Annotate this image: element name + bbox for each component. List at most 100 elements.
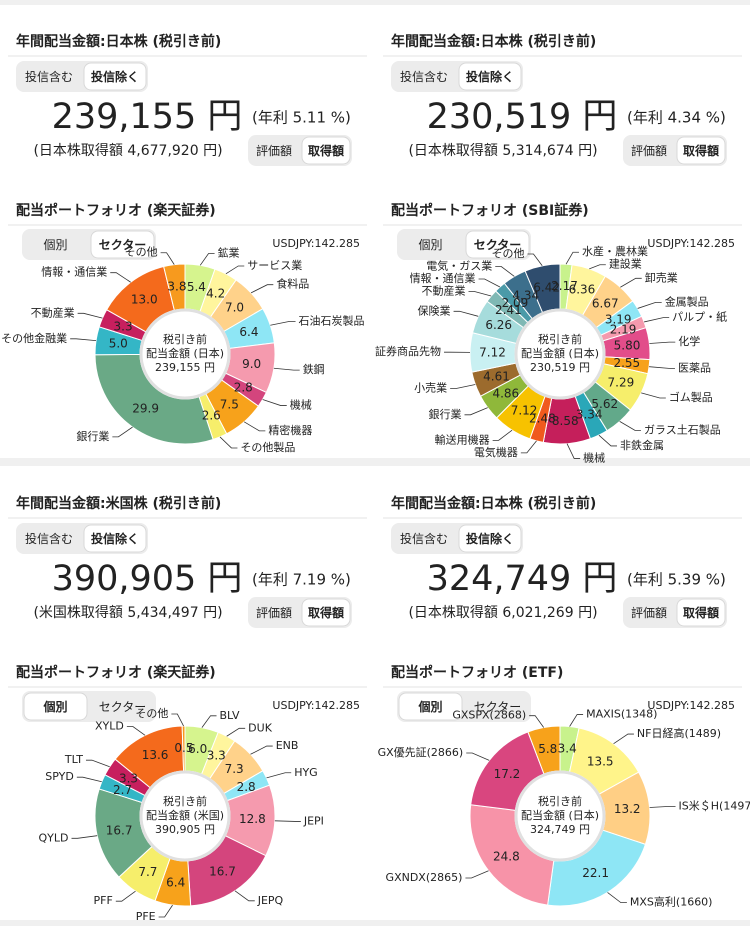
toggle-option[interactable]: 個別 [418, 238, 442, 252]
toggle-option[interactable]: セクター [474, 238, 522, 252]
toggle-active[interactable] [301, 136, 351, 165]
leader-line [527, 253, 543, 267]
section-title: 年間配当金額:日本株 (税引き前) [16, 33, 221, 50]
center-line: 配当金額 (日本) [146, 346, 224, 360]
slice-value: 7.7 [138, 865, 157, 879]
toggle-active[interactable] [23, 692, 88, 721]
toggle-option[interactable]: 個別 [417, 699, 442, 714]
yield-rate: (年利 7.19 %) [252, 571, 351, 589]
center-amount: 239,155 円 [155, 361, 215, 374]
donut-hole [514, 308, 606, 400]
top-strip [0, 0, 750, 5]
portfolio-title: 配当ポートフォリオ (楽天証券) [16, 202, 216, 219]
slice-value: 3.19 [605, 312, 632, 326]
slice-value: 2.55 [613, 356, 640, 370]
donut-hole [139, 770, 231, 862]
toggle-option[interactable]: 評価額 [631, 605, 667, 620]
slice-value: 7.29 [608, 376, 635, 390]
toggle-active[interactable] [458, 62, 522, 91]
toggle-option[interactable]: 投信含む [25, 531, 73, 546]
leader-line [250, 745, 273, 755]
slice-label: TLT [64, 753, 83, 766]
toggle-option[interactable]: 評価額 [256, 143, 292, 158]
slice-value: 3.4 [558, 741, 577, 755]
toggle-option[interactable]: 個別 [43, 238, 67, 252]
acquisition-cost: (日本株取得額 5,314,674 円) [408, 142, 597, 159]
slice-value: 3.3 [119, 772, 138, 786]
leader-line [569, 714, 584, 727]
leader-line [649, 341, 676, 344]
slice-label: XYLD [95, 720, 124, 733]
toggle-option[interactable]: 評価額 [256, 605, 292, 620]
slice-value: 6.67 [592, 296, 619, 310]
leader-line [565, 251, 579, 265]
toggle-option[interactable]: 取得額 [308, 605, 344, 620]
toggle-option[interactable]: セクター [99, 700, 147, 714]
toggle-option[interactable]: 投信含む [25, 69, 73, 84]
toggle-option[interactable]: セクター [474, 700, 522, 714]
leader-line [649, 806, 676, 808]
toggle-active[interactable] [676, 136, 726, 165]
exchange-rate: USDJPY:142.285 [272, 237, 360, 250]
portfolio-title: 配当ポートフォリオ (ETF) [391, 664, 563, 681]
toggle-active[interactable] [301, 598, 351, 627]
toggle-option[interactable]: 投信除く [91, 69, 139, 84]
exchange-rate: USDJPY:142.285 [647, 237, 735, 250]
yield-rate: (年利 5.11 %) [252, 109, 351, 127]
slice-label: 銀行業 [76, 429, 109, 443]
slice-value: 4.86 [492, 387, 519, 401]
leader-line [495, 266, 515, 277]
slice-label: 食料品 [276, 277, 309, 291]
leader-line [250, 284, 274, 294]
slice-label: QYLD [39, 831, 69, 844]
leader-line [520, 440, 537, 454]
toggle-option[interactable]: 取得額 [308, 143, 344, 158]
toggle-option[interactable]: 評価額 [631, 143, 667, 158]
acquisition-cost: (米国株取得額 5,434,497 円) [33, 604, 222, 621]
toggle-option[interactable]: 投信含む [400, 531, 448, 546]
slice-label: HYG [294, 766, 318, 779]
slice-value: 2.8 [237, 780, 256, 794]
dividend-amount: 239,155 円 [52, 97, 243, 137]
toggle-option[interactable]: 取得額 [683, 605, 719, 620]
toggle-option[interactable]: 投信除く [466, 69, 514, 84]
toggle-option[interactable]: 投信含む [400, 69, 448, 84]
toggle-option[interactable]: 投信除く [466, 531, 514, 546]
center-line: 配当金額 (米国) [146, 808, 224, 822]
toggle-active[interactable] [90, 230, 155, 259]
toggle-active[interactable] [465, 230, 530, 259]
leader-line [492, 429, 513, 441]
leader-line [76, 776, 102, 783]
toggle-option[interactable]: 個別 [42, 699, 67, 714]
toggle-active[interactable] [398, 692, 463, 721]
slice-label: その他 [135, 707, 168, 720]
slice-value: 4.2 [206, 286, 225, 300]
toggle-option[interactable]: セクター [99, 238, 147, 252]
dividend-amount: 390,905 円 [52, 559, 243, 599]
leader-line [243, 421, 266, 432]
leader-line [598, 434, 617, 447]
center-amount: 230,519 円 [530, 361, 590, 374]
slice-value: 5.0 [109, 336, 128, 350]
slice-label: サービス業 [247, 259, 302, 272]
leader-line [85, 759, 110, 768]
slice-value: 12.8 [239, 812, 266, 826]
toggle-option[interactable]: 取得額 [683, 143, 719, 158]
slice-value: 0.5 [174, 741, 193, 755]
toggle-option[interactable]: 投信除く [91, 531, 139, 546]
slice-value: 7.12 [511, 404, 538, 418]
toggle-active[interactable] [458, 524, 522, 553]
slice-label: 建設業 [609, 257, 642, 271]
slice-label: 情報・通信業 [410, 272, 476, 285]
slice-value: 2.41 [495, 303, 522, 317]
leader-line [620, 277, 642, 288]
slice-value: 6.4 [166, 875, 185, 889]
toggle-active[interactable] [83, 62, 147, 91]
toggle-active[interactable] [676, 598, 726, 627]
toggle-active[interactable] [83, 524, 147, 553]
slice-value: 6.42 [533, 280, 560, 294]
slice-value: 2.8 [234, 381, 253, 395]
slice-label: GXSPX(2868) [452, 709, 526, 722]
leader-line [201, 715, 217, 728]
slice-value: 7.0 [225, 301, 244, 315]
